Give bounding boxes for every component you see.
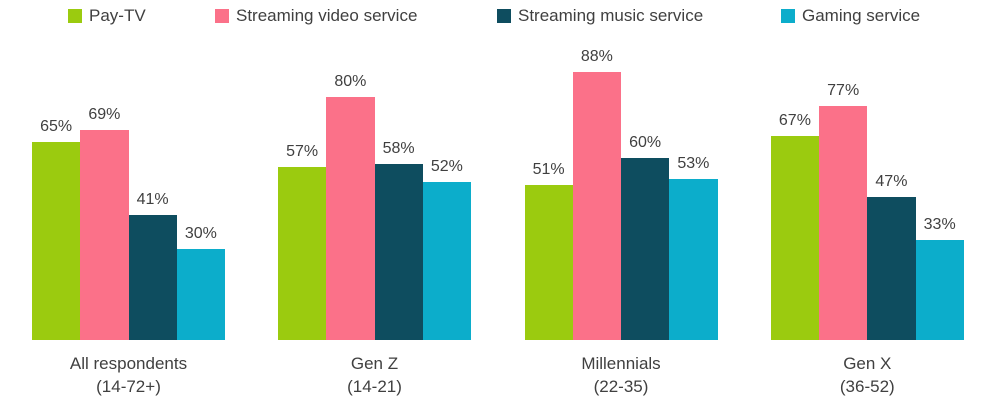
- legend-swatch-streaming-music: [497, 9, 511, 23]
- bar-value-label: 60%: [629, 133, 662, 151]
- bar-pay-tv-millennials: [524, 184, 573, 340]
- legend-label-pay-tv: Pay-TV: [89, 6, 146, 25]
- legend-swatch-pay-tv: [68, 9, 82, 23]
- bar-streaming-video-service-gen-z: [326, 96, 375, 340]
- legend-label-streaming-video: Streaming video service: [236, 6, 418, 25]
- legend-item-streaming-music: Streaming music service: [497, 6, 703, 26]
- legend-label-gaming: Gaming service: [802, 6, 921, 25]
- bar-value-label: 65%: [40, 118, 73, 136]
- bar-value-label: 77%: [827, 81, 860, 99]
- legend-label-streaming-music: Streaming music service: [518, 6, 704, 25]
- bar-gaming-service-all-respondents: [176, 248, 225, 340]
- category-name: All respondents: [69, 354, 188, 373]
- bar-gaming-service-gen-z: [422, 181, 471, 340]
- bar-gaming-service-gen-x: [915, 239, 964, 340]
- category-age-range: (14-21): [347, 377, 402, 396]
- category-label-gen-z: Gen Z (14-21): [225, 352, 525, 398]
- bar-gaming-service-millennials: [669, 178, 718, 340]
- category-name: Gen X: [843, 354, 892, 373]
- bar-pay-tv-all-respondents: [32, 142, 81, 340]
- category-label-all-respondents: All respondents (14-72+): [0, 352, 279, 398]
- bar-streaming-music-service-millennials: [621, 157, 670, 340]
- category-label-gen-x: Gen X (36-52): [717, 352, 1000, 398]
- category-name: Gen Z: [350, 354, 399, 373]
- legend-item-streaming-video: Streaming video service: [215, 6, 417, 26]
- bar-value-label: 57%: [286, 142, 319, 160]
- legend-item-pay-tv: Pay-TV: [68, 6, 146, 26]
- bar-streaming-music-service-gen-x: [867, 197, 916, 340]
- bar-value-label: 41%: [136, 191, 169, 209]
- bar-value-label: 80%: [334, 72, 367, 90]
- bar-value-label: 51%: [532, 160, 565, 178]
- bar-value-label: 53%: [677, 154, 710, 172]
- legend-swatch-gaming: [781, 9, 795, 23]
- bar-streaming-video-service-all-respondents: [80, 130, 129, 340]
- bar-value-label: 30%: [184, 224, 217, 242]
- bar-value-label: 67%: [778, 112, 811, 130]
- category-age-range: (22-35): [593, 377, 649, 396]
- bar-value-label: 69%: [88, 106, 121, 124]
- bar-value-label: 47%: [875, 173, 908, 191]
- bar-streaming-music-service-gen-z: [374, 163, 423, 340]
- bar-pay-tv-gen-x: [770, 136, 820, 340]
- bar-streaming-video-service-millennials: [572, 72, 621, 340]
- category-age-range: (36-52): [839, 377, 895, 396]
- bar-value-label: 88%: [580, 48, 613, 66]
- legend-swatch-streaming-video: [215, 9, 229, 23]
- bar-pay-tv-gen-z: [278, 166, 327, 340]
- category-name: Millennials: [581, 354, 661, 373]
- bar-value-label: 33%: [923, 215, 956, 233]
- category-label-millennials: Millennials (22-35): [471, 352, 771, 398]
- category-age-range: (14-72+): [96, 377, 161, 396]
- legend-item-gaming: Gaming service: [781, 6, 920, 26]
- bar-streaming-music-service-all-respondents: [128, 215, 177, 340]
- bar-value-label: 52%: [430, 157, 463, 175]
- bar-value-label: 58%: [382, 139, 415, 157]
- bar-streaming-video-service-gen-x: [819, 105, 868, 340]
